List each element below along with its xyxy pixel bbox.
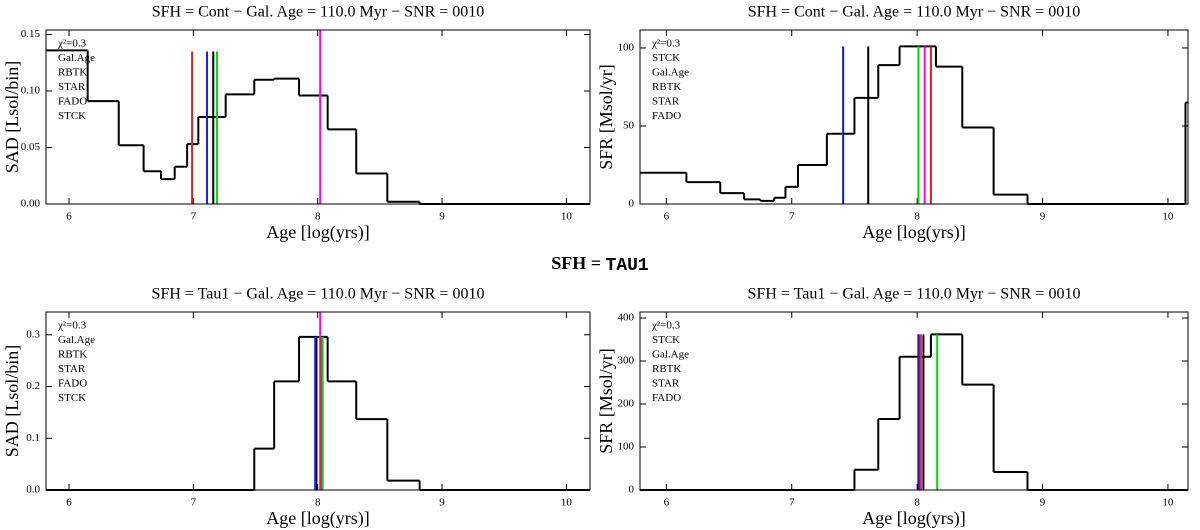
section-title: SFH = TAU1 — [551, 253, 649, 276]
legend-entry: RBTK — [58, 67, 87, 79]
y-tick-label: 0 — [629, 484, 635, 496]
y-tick-label: 0.2 — [26, 380, 40, 392]
legend-entry: FADO — [652, 110, 681, 122]
x-tick-label: 7 — [789, 211, 795, 223]
y-tick-label: 0.3 — [26, 328, 40, 340]
x-tick-label: 8 — [914, 497, 920, 509]
legend-entry: FADO — [58, 96, 87, 108]
y-tick-label: 0.10 — [21, 85, 41, 97]
y-tick-label: 0 — [629, 198, 635, 210]
x-tick-label: 9 — [1040, 211, 1046, 223]
y-axis-label: SAD [Lsol/bin] — [2, 61, 22, 174]
x-tick-label: 10 — [561, 211, 573, 223]
x-tick-label: 10 — [561, 497, 573, 509]
legend-entry: Gal.Age — [652, 349, 689, 361]
x-tick-label: 6 — [66, 211, 72, 223]
chi2-label: χ²=0.3 — [57, 38, 87, 50]
legend-entry: Gal.Age — [652, 67, 689, 79]
legend-entry: STCK — [652, 52, 680, 64]
section-prefix: SFH = — [551, 253, 601, 273]
step-connector — [685, 46, 1187, 204]
legend-entry: Gal.Age — [58, 334, 95, 346]
y-tick-label: 50 — [623, 120, 635, 132]
x-tick-label: 9 — [1040, 497, 1046, 509]
y-tick-label: 400 — [618, 312, 635, 324]
y-tick-label: 0.0 — [26, 484, 40, 496]
legend-entry: RBTK — [652, 363, 681, 375]
legend-entry: FADO — [652, 392, 681, 404]
legend-entry: STCK — [58, 392, 86, 404]
x-tick-label: 6 — [664, 211, 670, 223]
plot-frame — [639, 311, 1189, 491]
step-connector — [253, 336, 421, 490]
step-connector — [86, 50, 421, 204]
step-connector — [853, 334, 1029, 490]
legend-entry: STCK — [652, 334, 680, 346]
x-tick-label: 8 — [315, 211, 321, 223]
plot-frame — [639, 29, 1189, 205]
x-tick-label: 7 — [191, 497, 197, 509]
x-tick-label: 6 — [66, 497, 72, 509]
x-tick-label: 10 — [1162, 211, 1174, 223]
y-tick-label: 0.15 — [21, 28, 41, 40]
x-tick-label: 6 — [664, 497, 670, 509]
legend-entry: FADO — [58, 378, 87, 390]
chart-title: SFH = Cont − Gal. Age = 110.0 Myr − SNR … — [152, 4, 485, 21]
x-tick-label: 8 — [914, 211, 920, 223]
legend-entry: STAR — [652, 96, 680, 108]
y-tick-label: 100 — [618, 441, 635, 453]
chart-title: SFH = Tau1 − Gal. Age = 110.0 Myr − SNR … — [748, 286, 1081, 303]
chi2-label: χ²=0.3 — [651, 320, 681, 332]
chi2-label: χ²=0.3 — [57, 320, 87, 332]
y-tick-label: 0.1 — [26, 432, 40, 444]
legend-entry: RBTK — [652, 81, 681, 93]
x-tick-label: 9 — [439, 497, 445, 509]
x-tick-label: 8 — [315, 497, 321, 509]
y-tick-label: 0.05 — [21, 141, 41, 153]
section-name: TAU1 — [606, 256, 649, 276]
legend-entry: STAR — [58, 81, 86, 93]
x-axis-label: Age [log(yrs)] — [266, 222, 369, 243]
legend-entry: Gal.Age — [58, 52, 95, 64]
legend-entry: STAR — [58, 363, 86, 375]
y-tick-label: 100 — [618, 41, 635, 53]
x-tick-label: 7 — [789, 497, 795, 509]
legend-entry: STCK — [58, 110, 86, 122]
chi2-label: χ²=0.3 — [651, 38, 681, 50]
y-tick-label: 200 — [618, 398, 635, 410]
chart-title: SFH = Cont − Gal. Age = 110.0 Myr − SNR … — [748, 4, 1081, 21]
y-axis-label: SFR [Msol/yr] — [596, 64, 616, 170]
y-axis-label: SAD [Lsol/bin] — [2, 345, 22, 458]
plot-frame — [45, 29, 591, 205]
y-tick-label: 300 — [618, 355, 635, 367]
x-axis-label: Age [log(yrs)] — [862, 222, 965, 243]
chart-title: SFH = Tau1 − Gal. Age = 110.0 Myr − SNR … — [152, 286, 485, 303]
plot-frame — [45, 311, 591, 491]
x-tick-label: 9 — [439, 211, 445, 223]
x-tick-label: 10 — [1162, 497, 1174, 509]
x-tick-label: 7 — [191, 211, 197, 223]
y-axis-label: SFR [Msol/yr] — [596, 348, 616, 454]
legend-entry: RBTK — [58, 349, 87, 361]
legend-entry: STAR — [652, 378, 680, 390]
x-axis-label: Age [log(yrs)] — [266, 508, 369, 529]
x-axis-label: Age [log(yrs)] — [862, 508, 965, 529]
y-tick-label: 0.00 — [21, 198, 41, 210]
